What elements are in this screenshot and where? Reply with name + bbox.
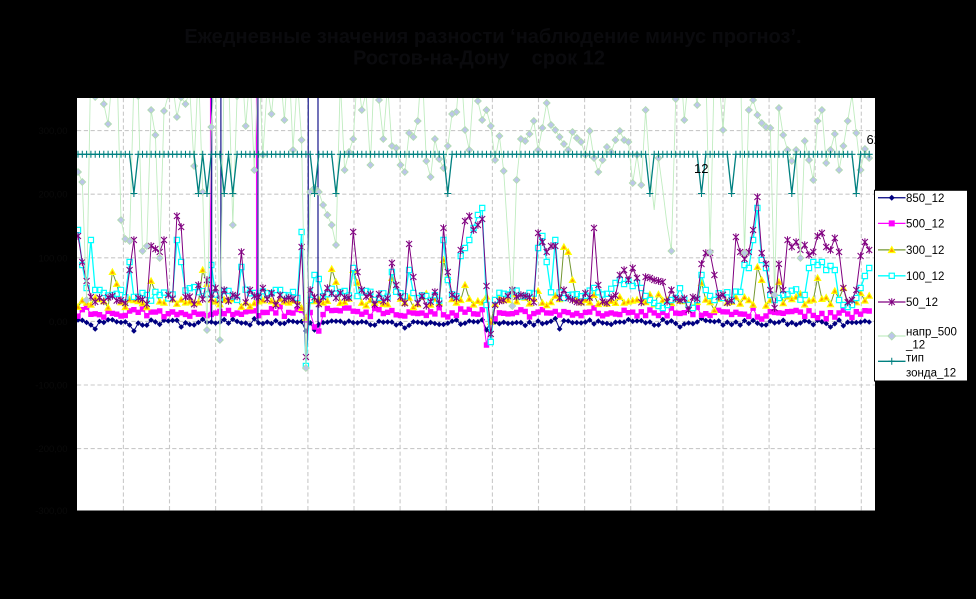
svg-text:-300,00: -300,00 bbox=[35, 506, 67, 517]
svg-text:100_12: 100_12 bbox=[906, 271, 944, 283]
svg-text:Ежедневные значения разности ‘: Ежедневные значения разности ‘наблюдение… bbox=[184, 26, 801, 48]
svg-text:850_12: 850_12 bbox=[906, 193, 944, 205]
svg-text:-200,00: -200,00 bbox=[35, 444, 67, 455]
svg-text:200,00: 200,00 bbox=[38, 190, 67, 201]
svg-text:_12: _12 bbox=[905, 340, 925, 352]
svg-text:-100,00: -100,00 bbox=[35, 381, 67, 392]
svg-text:0,00: 0,00 bbox=[49, 317, 68, 328]
svg-text:500_12: 500_12 bbox=[906, 219, 944, 231]
svg-text:50_12: 50_12 bbox=[906, 297, 938, 309]
svg-text:напр_500: напр_500 bbox=[906, 327, 957, 339]
svg-text:100,00: 100,00 bbox=[38, 253, 67, 264]
svg-text:Ростов-на-Дону срок 12: Ростов-на-Дону срок 12 bbox=[353, 47, 605, 69]
svg-text:тип: тип bbox=[906, 353, 924, 365]
svg-text:300,00: 300,00 bbox=[38, 126, 67, 137]
svg-text:62: 62 bbox=[867, 132, 881, 147]
svg-text:12: 12 bbox=[694, 161, 708, 176]
svg-text:300_12: 300_12 bbox=[906, 245, 944, 257]
svg-text:зонда_12: зонда_12 bbox=[906, 368, 956, 380]
